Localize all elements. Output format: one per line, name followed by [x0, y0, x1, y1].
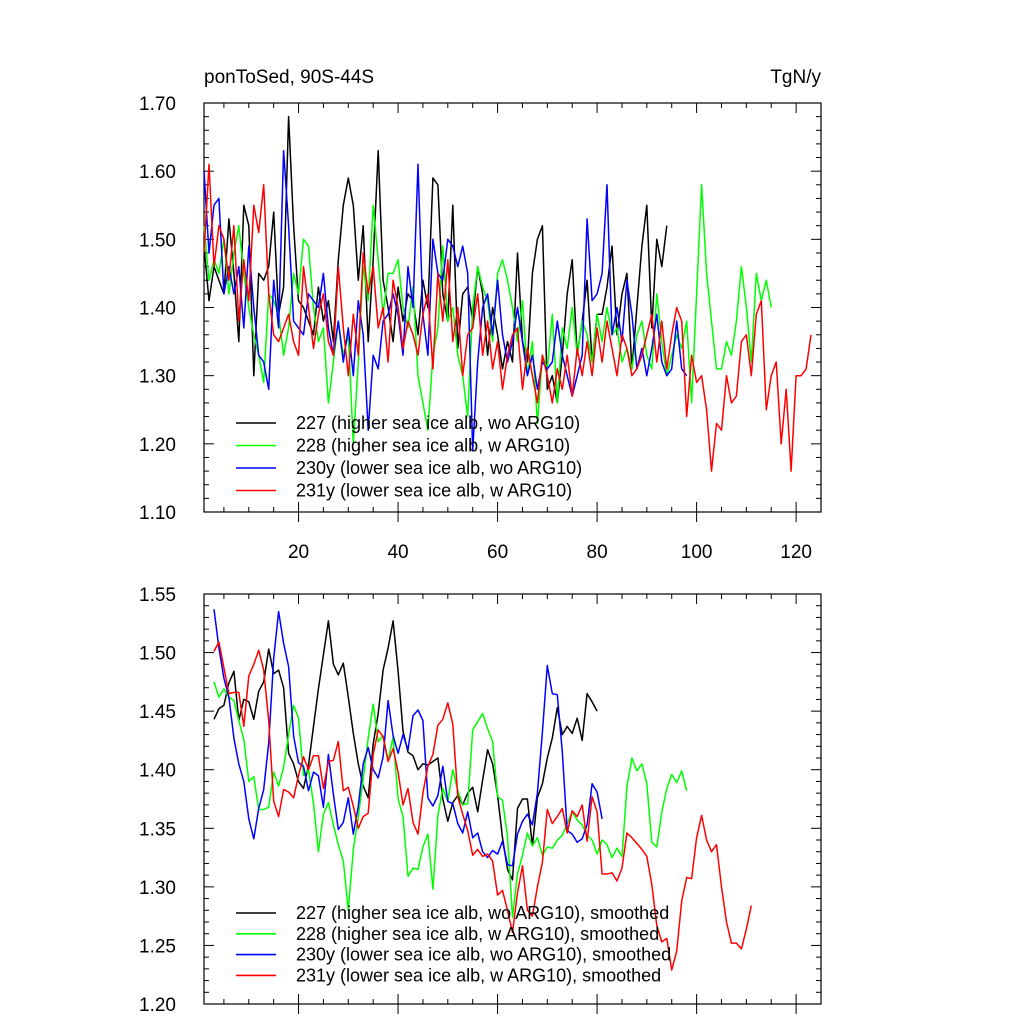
top-axis-ticks: 1.10 1.20 1.30 1.40 1.50 1.60 1.70 20 40 60 80 100 1… — [139, 94, 822, 563]
x-tick-label: 60 — [487, 542, 508, 563]
top-legend: 227 (higher sea ice alb, wo ARG10) 228 (h… — [236, 413, 582, 501]
y-tick-label: 1.45 — [139, 702, 176, 723]
y-tick-label: 1.20 — [139, 435, 176, 456]
bottom-series-group — [213, 609, 753, 971]
legend-label: 228 (higher sea ice alb, w ARG10), smoot… — [296, 924, 659, 944]
bottom-legend: 227 (higher sea ice alb, wo ARG10), smoo… — [236, 903, 671, 985]
legend-label: 231y (lower sea ice alb, w ARG10), smoot… — [296, 965, 661, 985]
y-tick-label: 1.55 — [139, 585, 176, 606]
y-tick-label: 1.50 — [139, 230, 176, 251]
y-tick-label: 1.50 — [139, 644, 176, 665]
x-tick-label: 120 — [780, 542, 812, 563]
top-chart-title: ponToSed, 90S-44S — [204, 67, 374, 88]
legend-label: 231y (lower sea ice alb, w ARG10) — [296, 481, 572, 501]
top-series-group — [203, 115, 812, 472]
series-line-bottom-3 — [213, 641, 753, 971]
y-tick-label: 1.35 — [139, 819, 176, 840]
y-tick-label: 1.25 — [139, 936, 176, 957]
series-line-top-2 — [203, 149, 688, 452]
y-tick-label: 1.40 — [139, 299, 176, 320]
y-tick-label: 1.30 — [139, 367, 176, 388]
top-chart-units: TgN/y — [770, 67, 821, 88]
legend-label: 227 (higher sea ice alb, wo ARG10), smoo… — [296, 903, 669, 923]
series-line-bottom-1 — [213, 681, 688, 919]
y-tick-label: 1.40 — [139, 761, 176, 782]
y-tick-label: 1.30 — [139, 878, 176, 899]
series-line-bottom-2 — [213, 609, 603, 867]
y-tick-label: 1.70 — [139, 94, 176, 115]
y-tick-label: 1.60 — [139, 162, 176, 183]
y-tick-label: 1.20 — [139, 995, 176, 1016]
x-tick-label: 80 — [587, 542, 608, 563]
bottom-axis-ticks: 1.20 1.25 1.30 1.35 1.40 1.45 1.50 1.55 — [139, 585, 822, 1016]
bottom-plot-frame — [203, 593, 822, 1005]
y-tick-label: 1.10 — [139, 503, 176, 524]
legend-label: 227 (higher sea ice alb, wo ARG10) — [296, 413, 580, 433]
legend-label: 228 (higher sea ice alb, w ARG10) — [296, 436, 570, 456]
x-tick-label: 20 — [288, 542, 309, 563]
bottom-panel: 1.20 1.25 1.30 1.35 1.40 1.45 1.50 1.55 227 (hi… — [139, 585, 822, 1016]
legend-label: 230y (lower sea ice alb, wo ARG10), smoo… — [296, 945, 671, 965]
series-line-top-3 — [203, 163, 812, 472]
top-panel: ponToSed, 90S-44S TgN/y 1.10 1.20 1.30 1.40… — [139, 67, 822, 563]
series-line-top-1 — [203, 184, 772, 445]
series-line-top-0 — [203, 115, 668, 404]
x-tick-label: 100 — [681, 542, 713, 563]
legend-label: 230y (lower sea ice alb, wo ARG10) — [296, 458, 582, 478]
x-tick-label: 40 — [387, 542, 408, 563]
